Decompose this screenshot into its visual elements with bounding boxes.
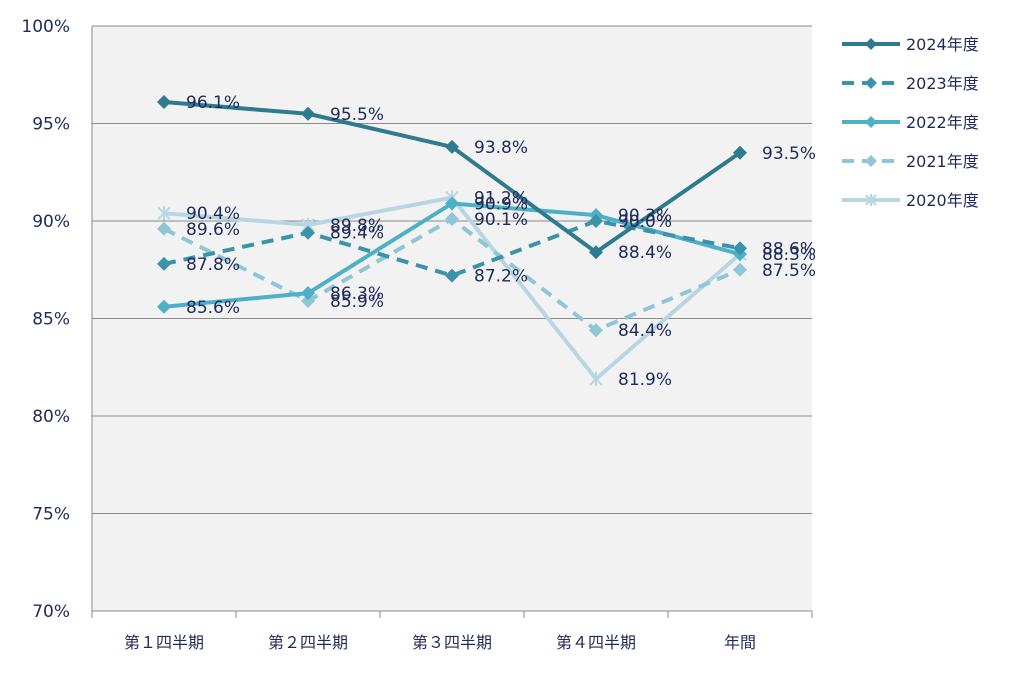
data-label: 86.3% bbox=[330, 284, 384, 304]
data-label: 90.3% bbox=[618, 206, 672, 226]
legend-item-2: 2022年度 bbox=[842, 113, 979, 132]
data-point-marker bbox=[445, 139, 459, 154]
y-tick-label: 95% bbox=[32, 115, 70, 135]
data-label: 93.5% bbox=[762, 144, 816, 164]
y-tick-labels: 70% 75% 80% 85% 90% 95% 100% bbox=[21, 17, 70, 622]
data-point-marker bbox=[733, 262, 747, 277]
data-label: 89.6% bbox=[186, 220, 240, 240]
data-label: 96.1% bbox=[186, 93, 240, 113]
data-label: 81.9% bbox=[618, 370, 672, 390]
y-tick-label: 90% bbox=[32, 212, 70, 232]
data-point-marker bbox=[157, 221, 171, 236]
legend-label: 2022年度 bbox=[906, 113, 979, 132]
data-label: 87.5% bbox=[762, 261, 816, 281]
data-label: 88.4% bbox=[618, 243, 672, 263]
data-label: 89.8% bbox=[330, 216, 384, 236]
data-point-marker bbox=[733, 145, 747, 160]
data-label: 85.6% bbox=[186, 298, 240, 318]
x-tick-label: 第１四半期 bbox=[124, 633, 204, 652]
legend-label: 2020年度 bbox=[906, 191, 979, 210]
data-point-marker bbox=[301, 225, 315, 240]
data-point-marker bbox=[157, 299, 171, 314]
y-tick-label: 80% bbox=[32, 407, 70, 427]
data-point-marker bbox=[445, 212, 459, 227]
series-line bbox=[163, 219, 741, 278]
data-label: 87.8% bbox=[186, 255, 240, 275]
data-point-marker bbox=[589, 245, 603, 260]
data-point-marker bbox=[445, 196, 459, 211]
y-tick-label: 100% bbox=[21, 17, 70, 37]
x-tick-labels: 第１四半期 第２四半期 第３四半期 第４四半期 年間 bbox=[124, 633, 756, 652]
series-0 bbox=[157, 95, 747, 260]
data-label: 84.4% bbox=[618, 321, 672, 341]
data-point-marker bbox=[733, 241, 747, 256]
data-point-marker bbox=[865, 194, 877, 206]
data-label: 90.0% bbox=[618, 212, 672, 232]
series-1 bbox=[157, 214, 747, 283]
x-tick-label: 年間 bbox=[724, 633, 756, 652]
data-point-marker bbox=[865, 116, 877, 128]
data-label: 88.6% bbox=[762, 239, 816, 259]
legend-item-3: 2021年度 bbox=[842, 152, 979, 171]
y-tick-label: 70% bbox=[32, 602, 70, 622]
data-label: 88.3% bbox=[762, 245, 816, 265]
data-point-marker bbox=[157, 256, 171, 271]
data-point-marker bbox=[589, 371, 603, 387]
data-point-marker bbox=[445, 268, 459, 283]
data-label: 93.8% bbox=[474, 138, 528, 158]
legend-label: 2024年度 bbox=[906, 35, 979, 54]
data-label: 90.1% bbox=[474, 210, 528, 230]
legend-item-4: 2020年度 bbox=[842, 191, 979, 210]
data-label: 95.5% bbox=[330, 105, 384, 125]
data-point-marker bbox=[865, 155, 877, 167]
data-point-marker bbox=[865, 77, 877, 89]
data-point-marker bbox=[301, 286, 315, 301]
data-label: 90.4% bbox=[186, 204, 240, 224]
data-point-marker bbox=[589, 214, 603, 228]
series-lines bbox=[157, 95, 747, 387]
data-point-marker bbox=[589, 323, 603, 338]
data-label: 90.9% bbox=[474, 194, 528, 214]
data-point-marker bbox=[157, 206, 171, 221]
data-label: 89.4% bbox=[330, 224, 384, 244]
data-label: 91.2% bbox=[474, 189, 528, 209]
data-label: 87.2% bbox=[474, 267, 528, 287]
legend-item-0: 2024年度 bbox=[842, 35, 979, 54]
data-labels: 90.4% 89.8% 91.2% 81.9% 89.6% 85.9% 90.1% 84.4%… bbox=[186, 93, 816, 390]
x-tick-label: 第４四半期 bbox=[556, 633, 636, 652]
series-3 bbox=[157, 212, 747, 338]
legend-item-1: 2023年度 bbox=[842, 74, 979, 93]
x-tick-label: 第２四半期 bbox=[268, 633, 348, 652]
data-point-marker bbox=[865, 38, 877, 50]
data-point-marker bbox=[301, 106, 315, 121]
legend-label: 2023年度 bbox=[906, 74, 979, 93]
data-point-marker bbox=[157, 95, 171, 110]
legend-label: 2021年度 bbox=[906, 152, 979, 171]
axes bbox=[91, 26, 813, 618]
y-tick-label: 75% bbox=[32, 505, 70, 525]
data-label: 85.9% bbox=[330, 292, 384, 312]
legend: 2024年度 2023年度 2022年度 2021年度 2020年度 bbox=[842, 35, 979, 210]
y-tick-label: 85% bbox=[32, 310, 70, 330]
data-point-marker bbox=[301, 293, 315, 308]
x-tick-label: 第３四半期 bbox=[412, 633, 492, 652]
